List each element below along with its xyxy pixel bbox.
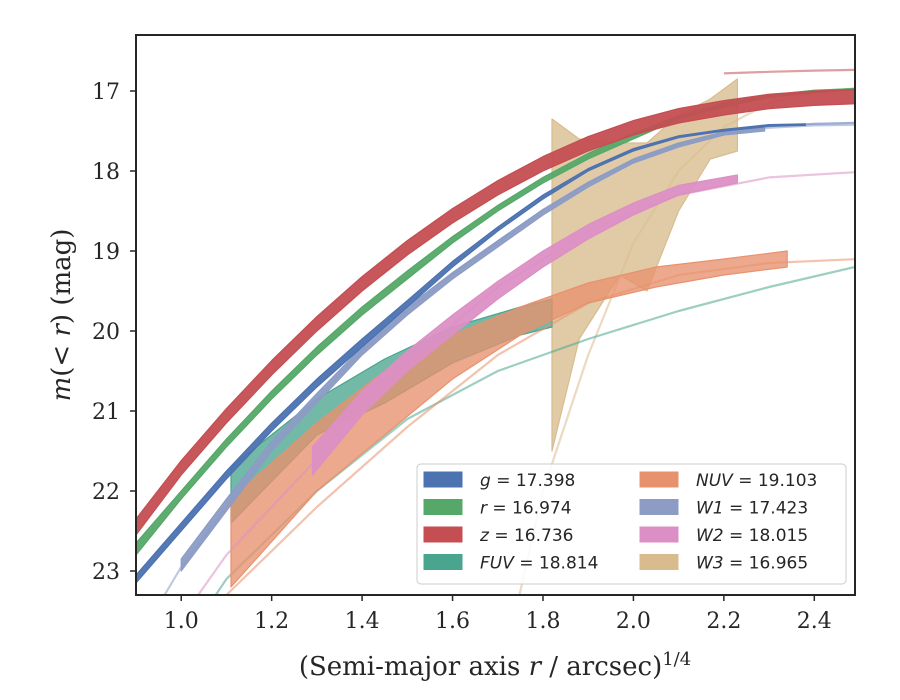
series-band-r: [136, 87, 855, 556]
x-tick-label: 2.0: [616, 609, 651, 634]
x-axis-label: (Semi-major axis r / arcsec)1/4: [299, 649, 691, 682]
y-tick-label: 17: [92, 80, 120, 105]
legend-swatch-w2: [639, 526, 679, 543]
legend-label-nuv: NUV = 19.103: [696, 471, 817, 491]
x-tick-label: 1.6: [435, 609, 470, 634]
series-band-w3: [551, 78, 739, 452]
series-band-g: [136, 123, 806, 584]
x-tick-label: 2.2: [706, 609, 741, 634]
x-tick-label: 1.4: [345, 609, 380, 634]
legend-label-g: g = 17.398: [480, 471, 575, 491]
legend-swatch-fuv: [423, 554, 463, 570]
y-tick-label: 21: [92, 400, 120, 425]
y-axis-label: m(< r) (mag): [47, 229, 77, 402]
x-tick-label: 1.2: [254, 609, 289, 634]
legend-swatch-z: [423, 526, 463, 543]
legend-swatch-w1: [639, 499, 679, 515]
legend-label-w3: W3 = 16.965: [696, 554, 808, 574]
y-tick-label: 20: [92, 320, 120, 345]
series-band-z: [136, 88, 855, 536]
legend-swatch-nuv: [639, 471, 679, 488]
legend-label-r: r = 16.974: [480, 499, 572, 519]
series-model-line-z: [723, 68, 855, 75]
y-tick-label: 22: [92, 480, 120, 505]
y-tick-label: 19: [92, 240, 120, 265]
y-tick-label: 18: [92, 160, 120, 185]
legend-label-w2: W2 = 18.015: [696, 526, 808, 546]
y-tick-label: 23: [92, 560, 120, 585]
plot-frame: [135, 34, 856, 596]
legend-swatch-r: [423, 499, 463, 515]
x-tick-label: 1.0: [164, 609, 199, 634]
legend-label-fuv: FUV = 18.814: [480, 554, 598, 574]
legend-swatch-g: [423, 471, 463, 488]
legend-swatch-w3: [639, 554, 679, 570]
x-tick-label: 1.8: [525, 609, 560, 634]
x-tick-label: 2.4: [797, 609, 832, 634]
series-band-w2: [311, 174, 739, 476]
legend: g = 17.398 r = 16.974 z = 16.736 FUV = 18.8…: [416, 463, 847, 585]
legend-label-w1: W1 = 17.423: [696, 499, 808, 519]
legend-label-z: z = 16.736: [479, 526, 573, 546]
legend-frame: [416, 463, 847, 585]
series-layer: [136, 68, 855, 595]
axis-layer: 1.0 1.2 1.4 1.6 1.8 2.0 2.2 2.4 17 18 19 20 21 22 23: [92, 80, 832, 634]
